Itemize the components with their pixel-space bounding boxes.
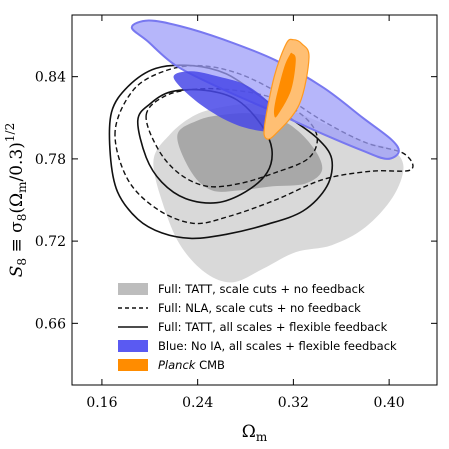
legend-item: Planck CMB: [118, 358, 225, 372]
x-axis-ticks: 0.16 0.24 0.32 0.40: [86, 15, 405, 411]
plot-frame: [71, 14, 438, 386]
y-tick-label: 0.78: [35, 152, 66, 168]
y-tick-label: 0.66: [35, 316, 66, 332]
x-tick-label: 0.32: [278, 395, 309, 411]
x-tick-label: 0.40: [374, 395, 405, 411]
legend: Full: TATT, scale cuts + no feedback Full…: [118, 282, 397, 372]
y-axis-label: S8 ≡ σ8(Ωm/0.3)1/2: [3, 123, 29, 277]
x-axis-label: Ωm: [242, 422, 268, 444]
legend-label: Full: NLA, scale cuts + no feedback: [158, 301, 361, 315]
legend-swatch-gray: [118, 283, 148, 295]
legend-label: Blue: No IA, all scales + flexible feedb…: [158, 339, 397, 353]
legend-label: Full: TATT, scale cuts + no feedback: [158, 282, 365, 296]
y-tick-label: 0.72: [35, 234, 66, 250]
x-tick-label: 0.24: [182, 395, 213, 411]
legend-swatch-orange: [118, 359, 148, 371]
legend-swatch-blue: [118, 340, 148, 352]
legend-item: Blue: No IA, all scales + flexible feedb…: [118, 339, 397, 353]
contours-layer: [108, 19, 414, 283]
legend-label: Full: TATT, all scales + flexible feedba…: [158, 320, 388, 334]
legend-item: Full: NLA, scale cuts + no feedback: [118, 301, 361, 315]
contour-solid-black-inner: [136, 88, 273, 204]
contour-filled-gray-inner: [177, 113, 323, 192]
legend-label: Planck CMB: [158, 358, 225, 372]
y-tick-label: 0.84: [35, 70, 66, 86]
legend-item: Full: TATT, scale cuts + no feedback: [118, 282, 365, 296]
contour-filled-blue-inner: [173, 71, 283, 132]
x-tick-label: 0.16: [86, 395, 117, 411]
legend-item: Full: TATT, all scales + flexible feedba…: [118, 320, 388, 334]
y-axis-ticks: 0.66 0.72 0.78 0.84: [35, 70, 437, 332]
contour-filled-orange-inner: [273, 52, 296, 118]
